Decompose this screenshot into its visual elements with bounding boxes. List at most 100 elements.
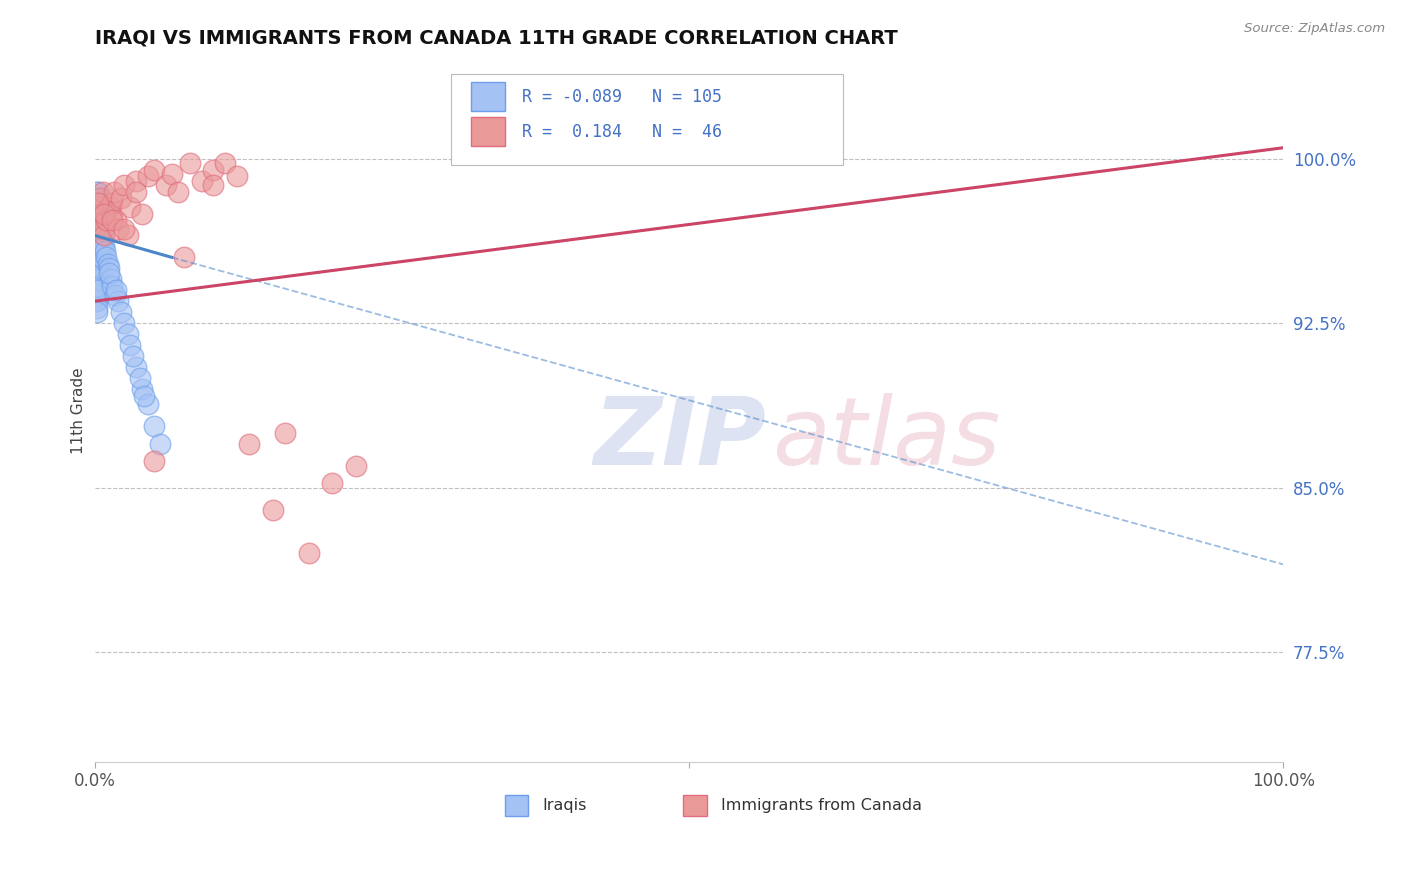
Point [110,191,132,205]
Point [89,200,111,214]
Point [90,228,112,243]
Point [86,218,108,232]
Point [93,206,115,220]
Point [103,185,125,199]
Point [297,546,319,560]
Bar [683,795,707,815]
Point [125,359,148,374]
Point [93,228,115,243]
Point [84,218,107,232]
Point [125,185,148,199]
Bar [471,117,505,146]
Point [86,222,108,236]
Point [89,251,111,265]
Point [86,235,108,249]
Point [86,239,108,253]
Point [87,261,110,276]
Point [89,206,111,220]
Point [86,257,108,271]
Point [87,195,110,210]
Point [134,388,156,402]
Point [89,239,111,253]
Point [90,218,112,232]
Point [262,502,284,516]
Point [89,218,111,232]
Point [179,156,201,170]
Point [86,251,108,265]
Point [86,228,108,243]
Point [90,235,112,249]
Point [86,283,108,297]
Point [131,206,153,220]
Point [101,278,124,293]
Point [84,251,107,265]
Point [89,222,111,236]
Text: ZIP: ZIP [593,392,766,485]
Point [87,278,110,293]
Bar [505,795,529,815]
Point [86,294,108,309]
Point [89,200,111,214]
Point [131,382,153,396]
Point [84,261,107,276]
Point [160,167,183,181]
Point [86,244,108,258]
Point [84,206,107,220]
Bar [471,82,505,112]
Point [89,191,111,205]
Point [87,272,110,286]
Point [86,195,108,210]
Point [86,272,108,286]
Point [87,257,110,271]
Point [173,251,195,265]
Point [89,261,111,276]
Point [100,206,122,220]
Point [107,222,129,236]
Point [112,222,135,236]
Point [87,206,110,220]
Point [104,287,127,301]
Text: Iraqis: Iraqis [543,797,588,813]
Point [86,206,108,220]
Point [89,228,111,243]
Point [202,178,225,192]
Point [90,213,112,227]
Point [97,200,120,214]
Point [89,244,111,258]
Point [87,200,110,214]
Point [93,239,115,253]
Point [90,206,112,220]
Point [214,156,236,170]
Point [128,371,150,385]
Point [155,178,177,192]
Point [89,222,111,236]
Point [87,213,110,227]
Point [86,287,108,301]
Point [136,397,159,411]
Point [321,476,343,491]
Point [89,218,111,232]
Point [86,305,108,319]
Point [96,251,118,265]
Point [344,458,367,473]
Text: Source: ZipAtlas.com: Source: ZipAtlas.com [1244,22,1385,36]
Point [94,204,117,219]
Point [149,436,172,450]
Point [91,213,114,227]
Point [91,185,114,199]
Point [97,266,120,280]
Point [125,174,148,188]
Point [101,213,124,227]
Point [104,213,127,227]
Point [87,191,110,205]
Point [86,185,108,199]
Point [87,195,110,210]
Point [121,349,143,363]
Point [96,213,118,227]
Text: Immigrants from Canada: Immigrants from Canada [721,797,922,813]
Point [84,272,107,286]
Point [238,436,260,450]
Point [89,244,111,258]
Point [84,239,107,253]
Text: R = -0.089   N = 105: R = -0.089 N = 105 [523,87,723,105]
